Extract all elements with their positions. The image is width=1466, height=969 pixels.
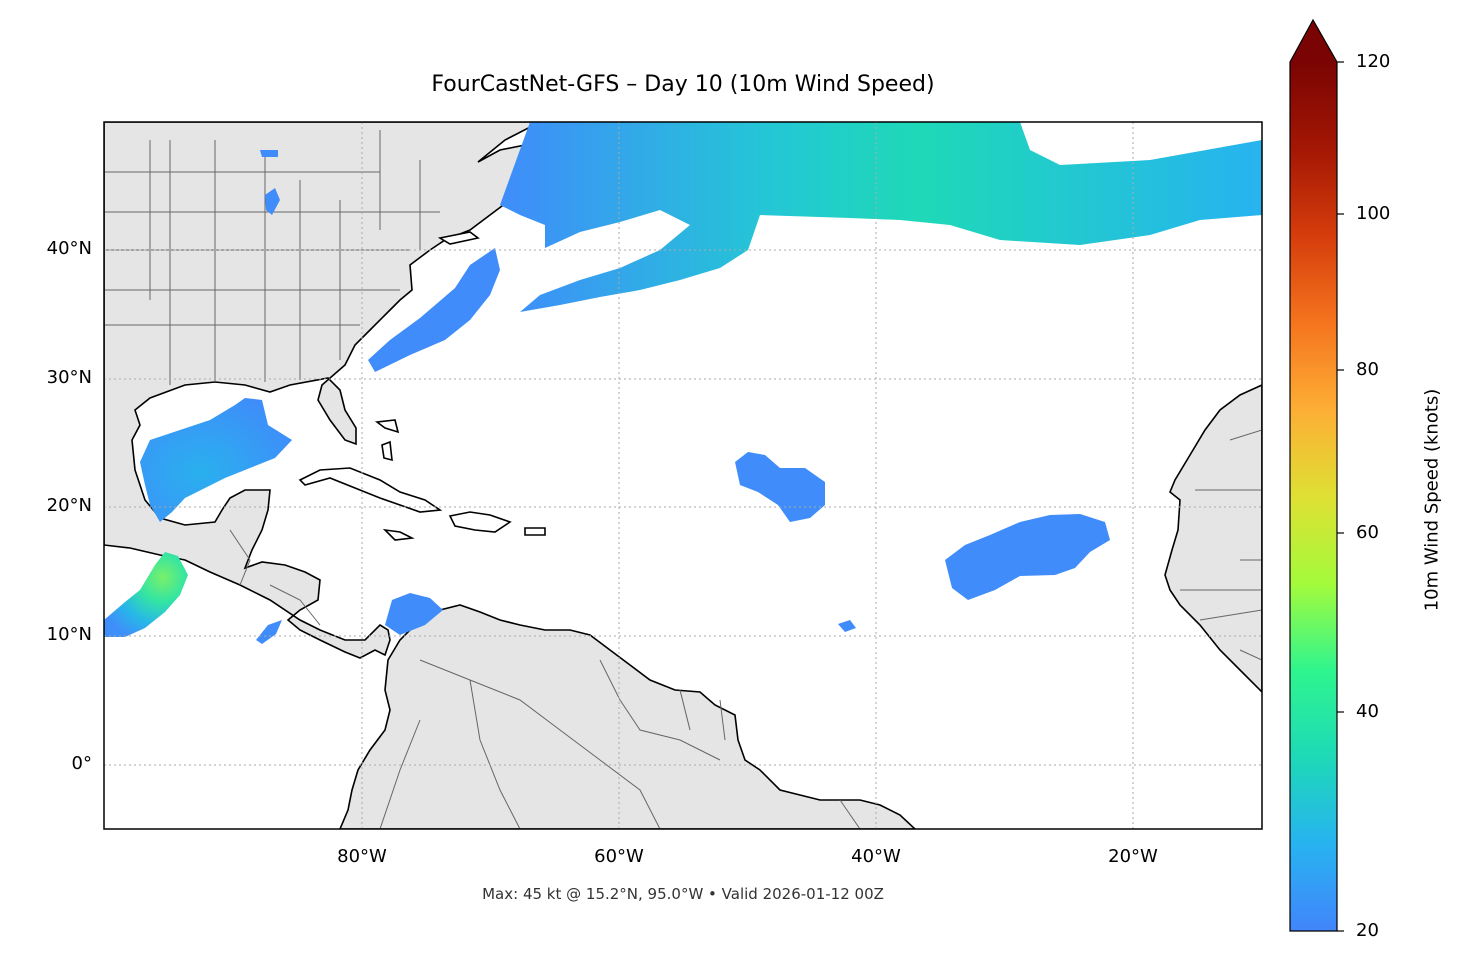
- lat-label-0: 0°: [71, 753, 92, 774]
- colorbar-tick-40: 40: [1356, 701, 1379, 722]
- lat-label-10n: 10°N: [46, 624, 92, 645]
- wind-area-north-atlantic: [500, 122, 1262, 312]
- colorbar-tick-80: 80: [1356, 359, 1379, 380]
- lon-label-80w: 80°W: [337, 846, 387, 867]
- wind-area-southern-caribbean: [385, 593, 443, 635]
- colorbar-label: 10m Wind Speed (knots): [1421, 388, 1443, 612]
- wind-area-great-lakes-2: [260, 150, 278, 157]
- footer-caption: Max: 45 kt @ 15.2°N, 95.0°W • Valid 2026…: [482, 885, 884, 903]
- lat-label-30n: 30°N: [46, 367, 92, 388]
- lat-label-40n: 40°N: [46, 238, 92, 259]
- wind-area-small-patch: [838, 620, 856, 632]
- wind-area-honduras-pacific: [256, 620, 282, 644]
- colorbar: [1289, 18, 1344, 932]
- wind-area-tehuantepec: [104, 552, 188, 637]
- lon-label-60w: 60°W: [594, 846, 644, 867]
- lat-label-20n: 20°N: [46, 495, 92, 516]
- lon-label-20w: 20°W: [1108, 846, 1158, 867]
- wind-area-great-lakes: [265, 188, 280, 215]
- wind-area-gulf-of-mexico: [140, 398, 292, 522]
- map-frame: [103, 121, 1263, 830]
- colorbar-gradient: [1290, 62, 1337, 931]
- wind-area-eastern-atlantic: [945, 514, 1110, 600]
- colorbar-tick-120: 120: [1356, 51, 1391, 72]
- land-south-america: [339, 604, 917, 829]
- colorbar-tick-100: 100: [1356, 203, 1391, 224]
- colorbar-tick-20: 20: [1356, 920, 1379, 941]
- wind-area-us-east-coast: [368, 248, 500, 372]
- land-africa: [1164, 384, 1262, 694]
- gridlines: [104, 122, 1262, 829]
- lon-label-40w: 40°W: [851, 846, 901, 867]
- colorbar-tick-60: 60: [1356, 522, 1379, 543]
- map-title: FourCastNet-GFS – Day 10 (10m Wind Speed…: [431, 72, 935, 97]
- map-area: [104, 122, 1262, 829]
- colorbar-extend-arrow: [1290, 20, 1337, 62]
- wind-shading: [104, 122, 1262, 644]
- country-borders: [104, 130, 1262, 829]
- wind-area-central-atlantic: [735, 452, 825, 522]
